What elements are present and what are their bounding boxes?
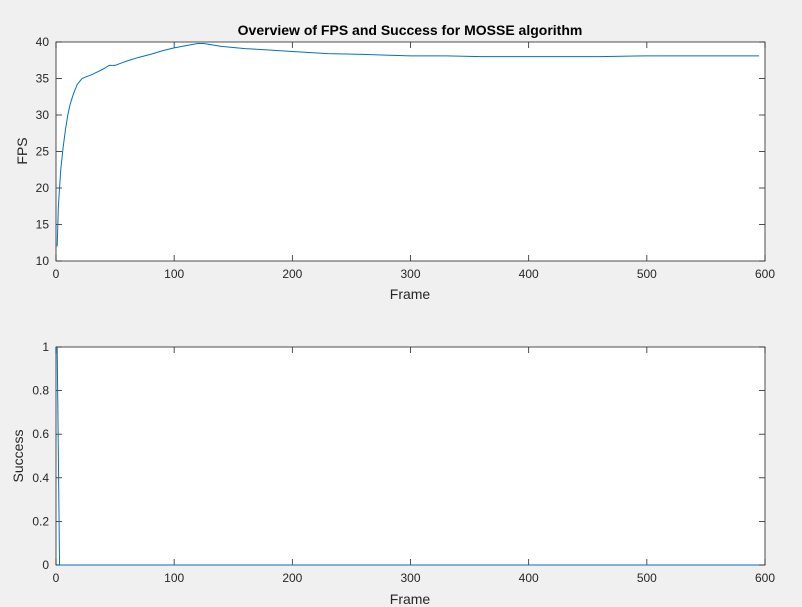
fps-y-ticks: 10 15 20 25 30 35 40	[36, 35, 765, 268]
success-y-tick-label: 0.2	[32, 514, 49, 528]
fps-y-tick-label: 10	[36, 254, 50, 268]
success-y-tick-label: 0.8	[32, 384, 49, 398]
fps-x-tick-label: 500	[637, 267, 657, 281]
success-x-tick-label: 600	[755, 571, 775, 585]
fps-x-tick-label: 0	[53, 267, 60, 281]
fps-plot: Overview of FPS and Success for MOSSE al…	[14, 22, 775, 302]
success-x-tick-label: 400	[519, 571, 539, 585]
success-y-tick-label: 0	[42, 558, 49, 572]
fps-x-tick-label: 200	[282, 267, 302, 281]
fps-plot-area	[55, 41, 766, 262]
success-x-tick-label: 300	[400, 571, 420, 585]
success-x-tick-label: 100	[164, 571, 184, 585]
fps-y-tick-label: 25	[36, 145, 50, 159]
success-x-tick-label: 500	[637, 571, 657, 585]
fps-series-line	[56, 42, 760, 247]
success-x-axis-label: Frame	[390, 591, 431, 607]
success-y-ticks: 0 0.2 0.4 0.6 0.8 1	[32, 340, 765, 572]
success-series-line	[56, 346, 760, 566]
fps-x-tick-label: 300	[400, 267, 420, 281]
fps-plot-title: Overview of FPS and Success for MOSSE al…	[238, 22, 583, 38]
success-x-tick-label: 0	[53, 571, 60, 585]
success-y-tick-label: 0.6	[32, 427, 49, 441]
fps-y-tick-label: 20	[36, 181, 50, 195]
fps-y-axis-label: FPS	[14, 137, 30, 164]
success-plot-area	[55, 346, 766, 566]
fps-y-tick-label: 30	[36, 108, 50, 122]
success-x-ticks: 0 100 200 300 400 500 600	[53, 347, 775, 585]
success-y-tick-label: 0.4	[32, 471, 49, 485]
success-x-tick-label: 200	[282, 571, 302, 585]
fps-y-tick-label: 35	[36, 72, 50, 86]
fps-x-axis-label: Frame	[390, 286, 431, 302]
success-y-axis-label: Success	[10, 430, 26, 483]
fps-x-tick-label: 400	[519, 267, 539, 281]
fps-x-ticks: 0 100 200 300 400 500 600	[53, 42, 775, 281]
fps-y-tick-label: 40	[36, 35, 50, 49]
fps-x-tick-label: 600	[755, 267, 775, 281]
success-y-tick-label: 1	[42, 340, 49, 354]
fps-y-tick-label: 15	[36, 218, 50, 232]
fps-x-tick-label: 100	[164, 267, 184, 281]
success-plot: 0 100 200 300 400 500 600 0 0.2 0.4 0.6 0.8 1 Frame…	[10, 340, 775, 607]
